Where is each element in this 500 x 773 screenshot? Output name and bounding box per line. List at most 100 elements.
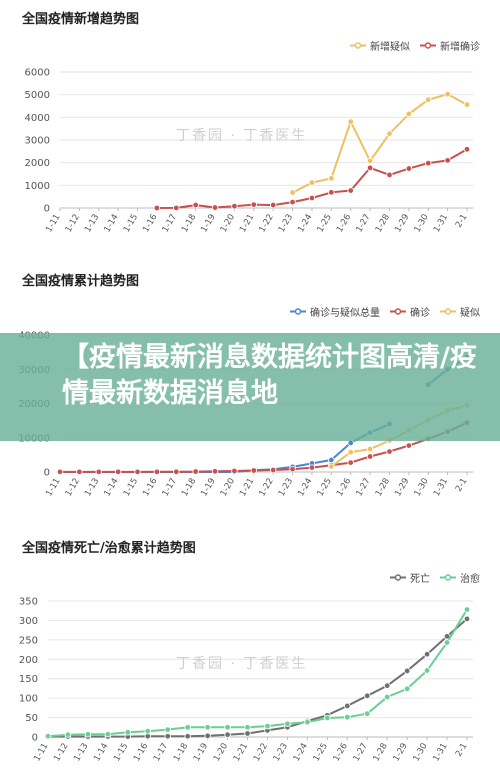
data-point [289,198,296,206]
data-point [328,175,335,182]
x-tick-label: 1-15 [112,742,130,764]
data-point [328,456,335,464]
chart-legend: 确诊与疑似总量 确诊 疑似 [290,304,480,319]
x-tick-label: 1-28 [371,742,389,764]
data-point [383,682,391,689]
x-tick-label: 1-18 [180,213,198,235]
data-point [153,468,161,476]
data-point [192,201,199,209]
legend-swatch-icon [390,574,406,581]
data-point [347,187,354,194]
series-line [47,608,468,738]
data-point [403,667,411,675]
legend-item[interactable]: 治愈 [440,570,480,585]
x-tick-label: 1-12 [52,742,70,764]
y-tick-label: 2000 [25,158,50,169]
x-tick-label: 1-26 [335,213,353,235]
data-point [423,651,431,658]
data-point [211,204,219,211]
x-tick-label: 1-24 [292,742,310,764]
data-point [184,733,191,740]
data-point [364,710,371,717]
legend-item[interactable]: 新增确诊 [420,38,480,53]
data-point [250,201,258,208]
x-tick-label: 1-18 [180,477,198,499]
x-tick-label: 1-13 [72,742,90,764]
data-point [366,164,374,172]
x-tick-label: 1-17 [161,477,179,499]
data-point [425,159,432,167]
x-tick-label: 2-1 [454,742,470,759]
data-point [211,468,219,475]
data-point [153,204,161,212]
series-line [48,618,468,738]
data-point [224,724,231,731]
data-point [56,468,64,476]
legend-item[interactable]: 确诊与疑似总量 [290,304,380,319]
data-point [347,118,354,125]
x-tick-label: 1-22 [257,213,275,235]
series-line [60,421,468,473]
y-tick-label: 150 [19,674,38,685]
data-point [114,468,122,476]
x-tick-label: 1-21 [232,742,250,764]
x-tick-label: 1-29 [393,477,411,499]
data-point [192,468,199,475]
x-tick-label: 1-15 [122,213,140,235]
x-tick-label: 1-21 [238,212,256,234]
data-point [463,615,471,623]
legend-swatch-icon [420,42,436,49]
chart-legend: 新增疑似 新增确诊 [350,38,480,53]
legend-label: 死亡 [410,574,430,585]
data-point [366,453,374,460]
x-tick-label: 1-23 [277,213,295,235]
x-tick-label: 1-26 [332,742,350,764]
data-point [386,448,393,455]
legend-swatch-icon [350,42,366,49]
x-tick-label: 1-28 [374,477,392,499]
x-tick-label: 1-31 [432,477,450,499]
chart-panel-new: 全国疫情新增趋势图 新增疑似 新增确诊 0 1000 2000 3000 4000 500… [0,0,500,245]
x-tick-label: 1-27 [354,213,372,235]
data-point [444,157,451,164]
x-tick-label: 1-20 [212,742,230,764]
data-point [383,693,391,701]
data-point [173,204,180,212]
x-tick-label: 1-22 [257,477,275,499]
y-tick-label: 200 [19,655,38,666]
x-tick-label: 1-29 [391,742,409,764]
legend-item[interactable]: 死亡 [390,570,430,585]
watermark: 丁香园 · 丁香医生 [176,128,308,144]
x-tick-label: 1-14 [102,477,120,499]
data-point [444,91,451,98]
x-tick-label: 1-31 [431,742,449,764]
legend-swatch-icon [390,308,406,315]
data-point [344,702,351,710]
chart-title: 全国疫情累计趋势图 [22,274,140,289]
legend-swatch-icon [290,308,306,315]
y-tick-label: 0 [32,733,38,744]
data-point [76,468,83,476]
data-point [364,692,371,700]
chart-title: 全国疫情新增趋势图 [22,12,140,27]
data-point [308,179,316,186]
y-tick-label: 0 [44,468,50,479]
legend-item[interactable]: 确诊 [390,304,430,319]
legend-item[interactable]: 新增疑似 [350,38,410,53]
x-tick-label: 1-14 [102,213,120,235]
chart-title: 全国疫情死亡/治愈累计趋势图 [22,541,196,556]
x-tick-label: 1-28 [374,213,392,235]
data-point [204,724,211,731]
legend-label: 新增确诊 [440,42,480,53]
legend-item[interactable]: 疑似 [440,304,480,319]
x-tick-label: 1-26 [335,477,353,499]
data-point [124,729,132,736]
legend-label: 新增疑似 [370,42,410,53]
x-tick-label: 1-16 [141,213,159,235]
x-tick-label: 1-22 [252,742,270,764]
x-tick-label: 1-25 [316,213,334,235]
data-point [250,467,258,474]
series-line [292,93,468,194]
x-tick-label: 1-21 [238,477,256,499]
